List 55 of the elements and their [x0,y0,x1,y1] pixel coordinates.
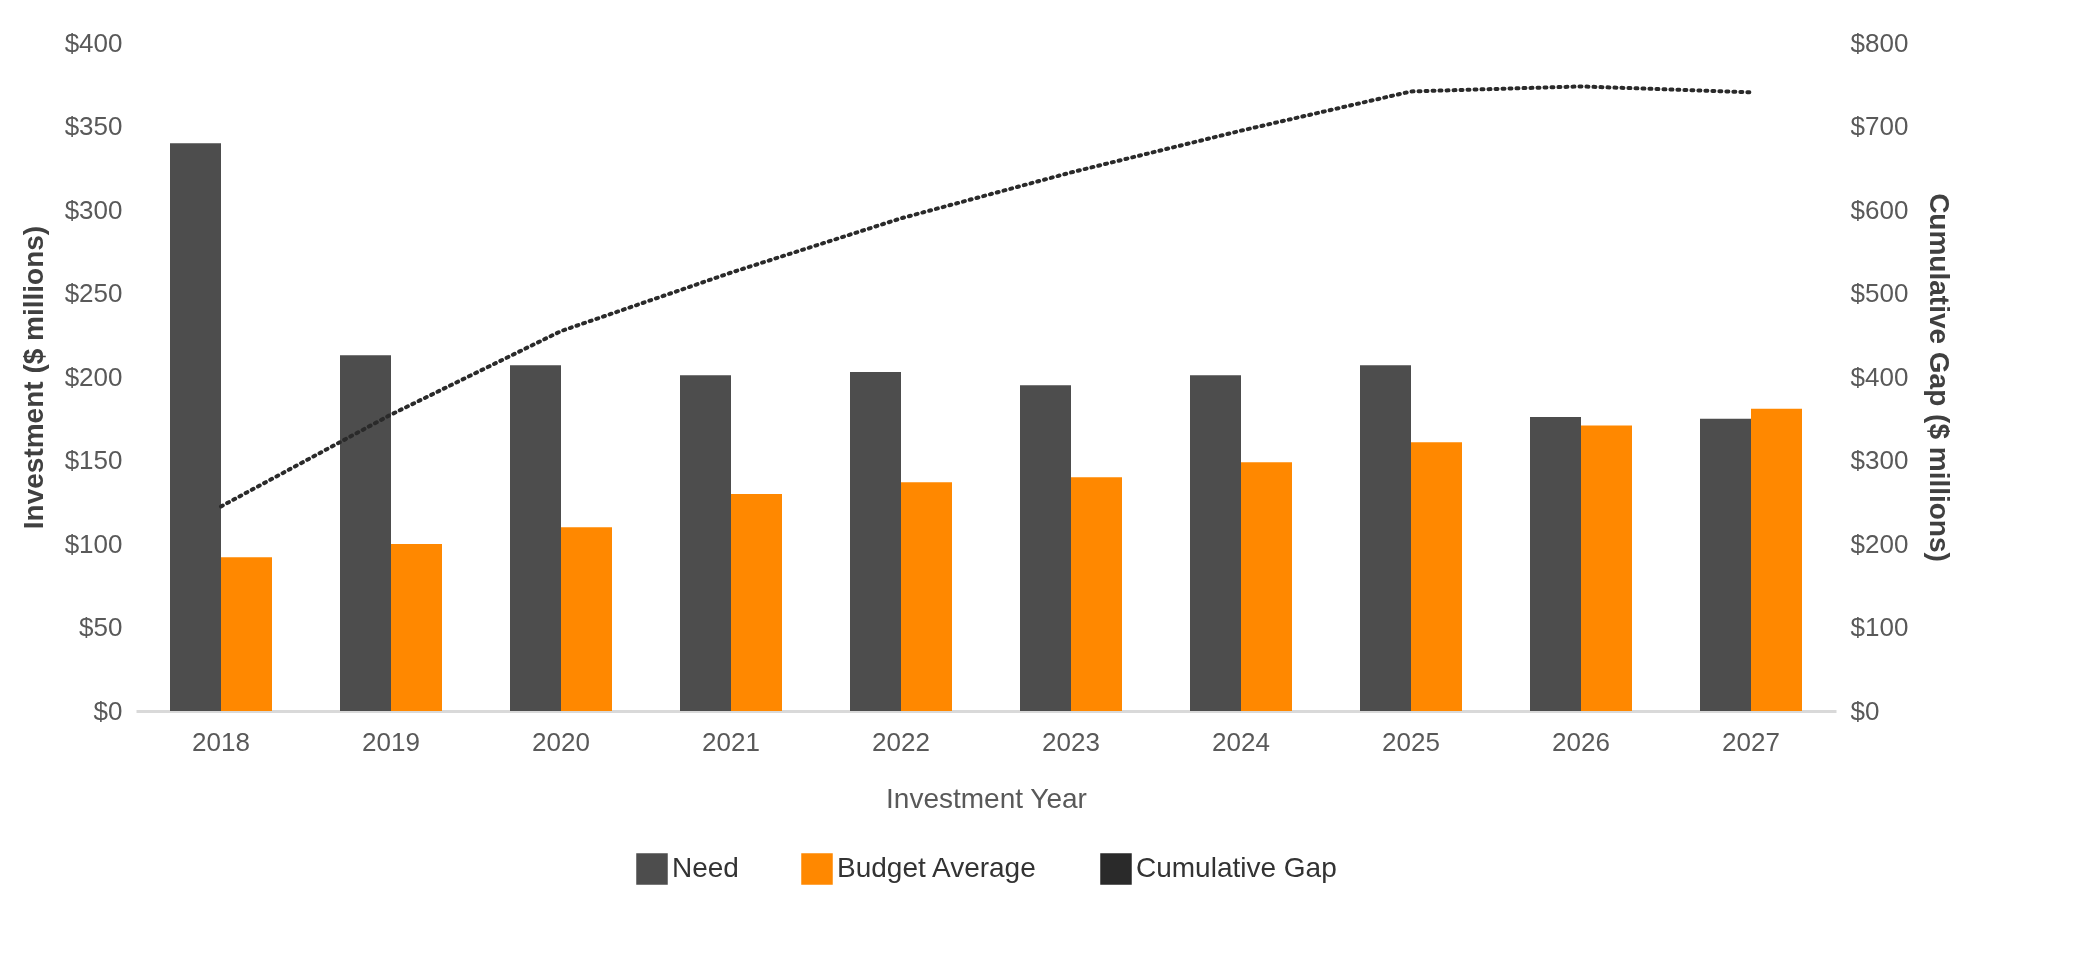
bar [680,375,731,711]
bar [1700,418,1751,711]
bar [561,527,612,711]
bar [1241,462,1292,711]
y-tick-label: $150 [64,445,123,475]
y2-tick-label: $100 [1850,612,1909,642]
bar [1071,477,1122,711]
y2-tick-label: $300 [1850,445,1909,475]
bar [1751,408,1802,711]
x-axis-title: Investment Year [886,782,1087,814]
x-tick-label: 2020 [532,726,590,757]
y-tick-label: $200 [64,361,123,392]
y-tick-label: $250 [64,278,123,308]
bar [1020,385,1071,711]
x-tick-label: 2019 [362,726,420,757]
legend-label: Need [672,852,739,883]
bar [340,355,391,711]
bar [170,143,221,711]
x-tick-label: 2021 [702,726,760,757]
y2-axis-title: Cumulative Gap ($ millions) [1924,193,1956,562]
bar [221,557,272,711]
legend-label: Budget Average [837,852,1036,883]
y-tick-label: $300 [64,194,123,225]
bar [731,493,782,711]
y2-tick-label: $800 [1850,27,1909,58]
y2-tick-label: $400 [1850,361,1909,392]
x-tick-label: 2022 [872,726,930,757]
y2-tick-label: $0 [1850,695,1880,726]
x-tick-label: 2026 [1552,726,1610,757]
bar [391,544,442,711]
y-axis-title: Investment ($ millions) [17,225,49,530]
x-tick-label: 2025 [1382,726,1440,757]
y-tick-label: $100 [64,528,123,559]
bar [850,371,901,711]
legend-label: Cumulative Gap [1136,852,1337,883]
x-tick-label: 2027 [1722,726,1780,757]
y2-tick-label: $600 [1850,194,1909,225]
bar [1581,425,1632,711]
bar [901,482,952,711]
bar [1360,365,1411,711]
bar [1530,417,1581,711]
y-tick-label: $0 [93,695,123,726]
x-tick-label: 2018 [192,726,250,757]
y-tick-label: $350 [64,111,123,141]
y-tick-label: $400 [64,27,123,58]
x-tick-label: 2023 [1042,726,1100,757]
x-tick-label: 2024 [1212,726,1270,757]
bar [510,365,561,711]
line-series [219,84,1753,509]
y2-tick-label: $500 [1850,278,1909,308]
y2-tick-label: $200 [1850,528,1909,559]
y2-tick-label: $700 [1850,111,1909,141]
y-tick-label: $50 [79,612,123,642]
bar [1190,375,1241,711]
bar [1411,442,1462,711]
